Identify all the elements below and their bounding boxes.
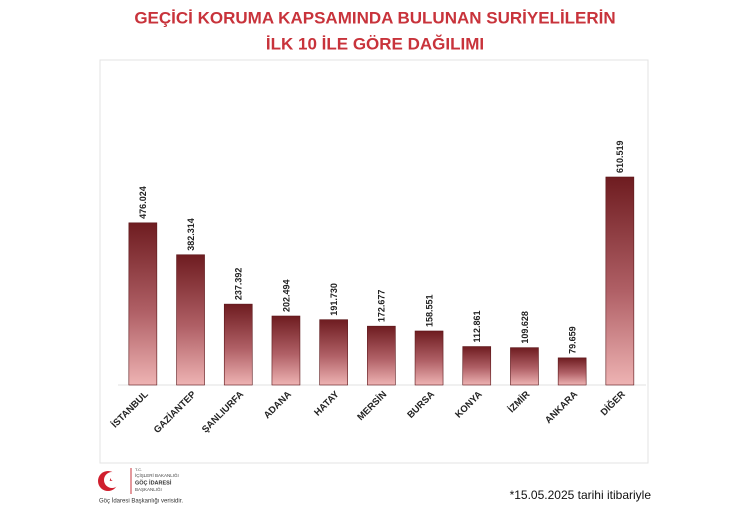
x-tick-label: ANKARA: [543, 389, 580, 426]
bar: [557, 357, 587, 386]
x-tick-label: İSTANBUL: [110, 389, 151, 430]
footnote: *15.05.2025 tarihi itibariyle: [510, 488, 652, 502]
value-label: 202.494: [281, 279, 291, 312]
x-tick-label: İZMİR: [506, 389, 532, 415]
value-label: 476.024: [138, 186, 148, 219]
value-label: 191.730: [329, 283, 339, 316]
x-tick-label: MERSİN: [355, 389, 389, 423]
chart-title: İLK 10 İLE GÖRE DAĞILIMI: [266, 34, 484, 53]
bar: [223, 303, 253, 386]
logo-caption: Göç İdaresi Başkanlığı verisidir.: [99, 498, 183, 505]
plot-frame: [99, 59, 649, 464]
x-tick-label: KONYA: [453, 389, 485, 421]
x-tick-label: GAZİANTEP: [152, 389, 199, 436]
bar: [414, 330, 444, 386]
bar: [128, 222, 158, 386]
bar: [462, 346, 492, 386]
x-tick-label: ADANA: [262, 389, 294, 421]
value-label: 112.861: [472, 311, 482, 343]
bar: [176, 254, 205, 386]
x-tick-label: BURSA: [405, 389, 437, 421]
logo-text: GÖÇ İDARESİ: [135, 479, 172, 486]
logo-text: T.C.: [135, 467, 142, 472]
logo: T.C. İÇİŞLERİ BAKANLIĞI GÖÇ İDARESİ BAŞK…: [98, 467, 183, 505]
x-tick-label: ŞANLIURFA: [200, 389, 246, 435]
bar: [367, 325, 396, 386]
value-label: 158.551: [424, 294, 434, 327]
x-tick-label: HATAY: [312, 389, 342, 419]
value-label: 382.314: [186, 218, 196, 251]
value-label: 109.628: [520, 311, 530, 344]
bar: [319, 319, 348, 386]
x-tick-label: DİĞER: [598, 388, 628, 418]
bars: 476.024 İSTANBUL 382.314 GAZİANTEP 237.392 ŞA…: [110, 140, 635, 436]
chart-title: GEÇİCİ KORUMA KAPSAMINDA BULUNAN SURİYEL…: [134, 8, 615, 27]
value-label: 172.677: [377, 290, 387, 323]
bar: [510, 347, 539, 386]
logo-star: [109, 478, 113, 481]
bar: [271, 315, 301, 386]
value-label: 79.659: [568, 326, 578, 354]
value-label: 610.519: [615, 140, 625, 173]
bar: [605, 176, 635, 386]
value-label: 237.392: [234, 268, 244, 301]
logo-text: BAŞKANLIĞI: [135, 486, 162, 492]
logo-text: İÇİŞLERİ BAKANLIĞI: [135, 472, 179, 478]
